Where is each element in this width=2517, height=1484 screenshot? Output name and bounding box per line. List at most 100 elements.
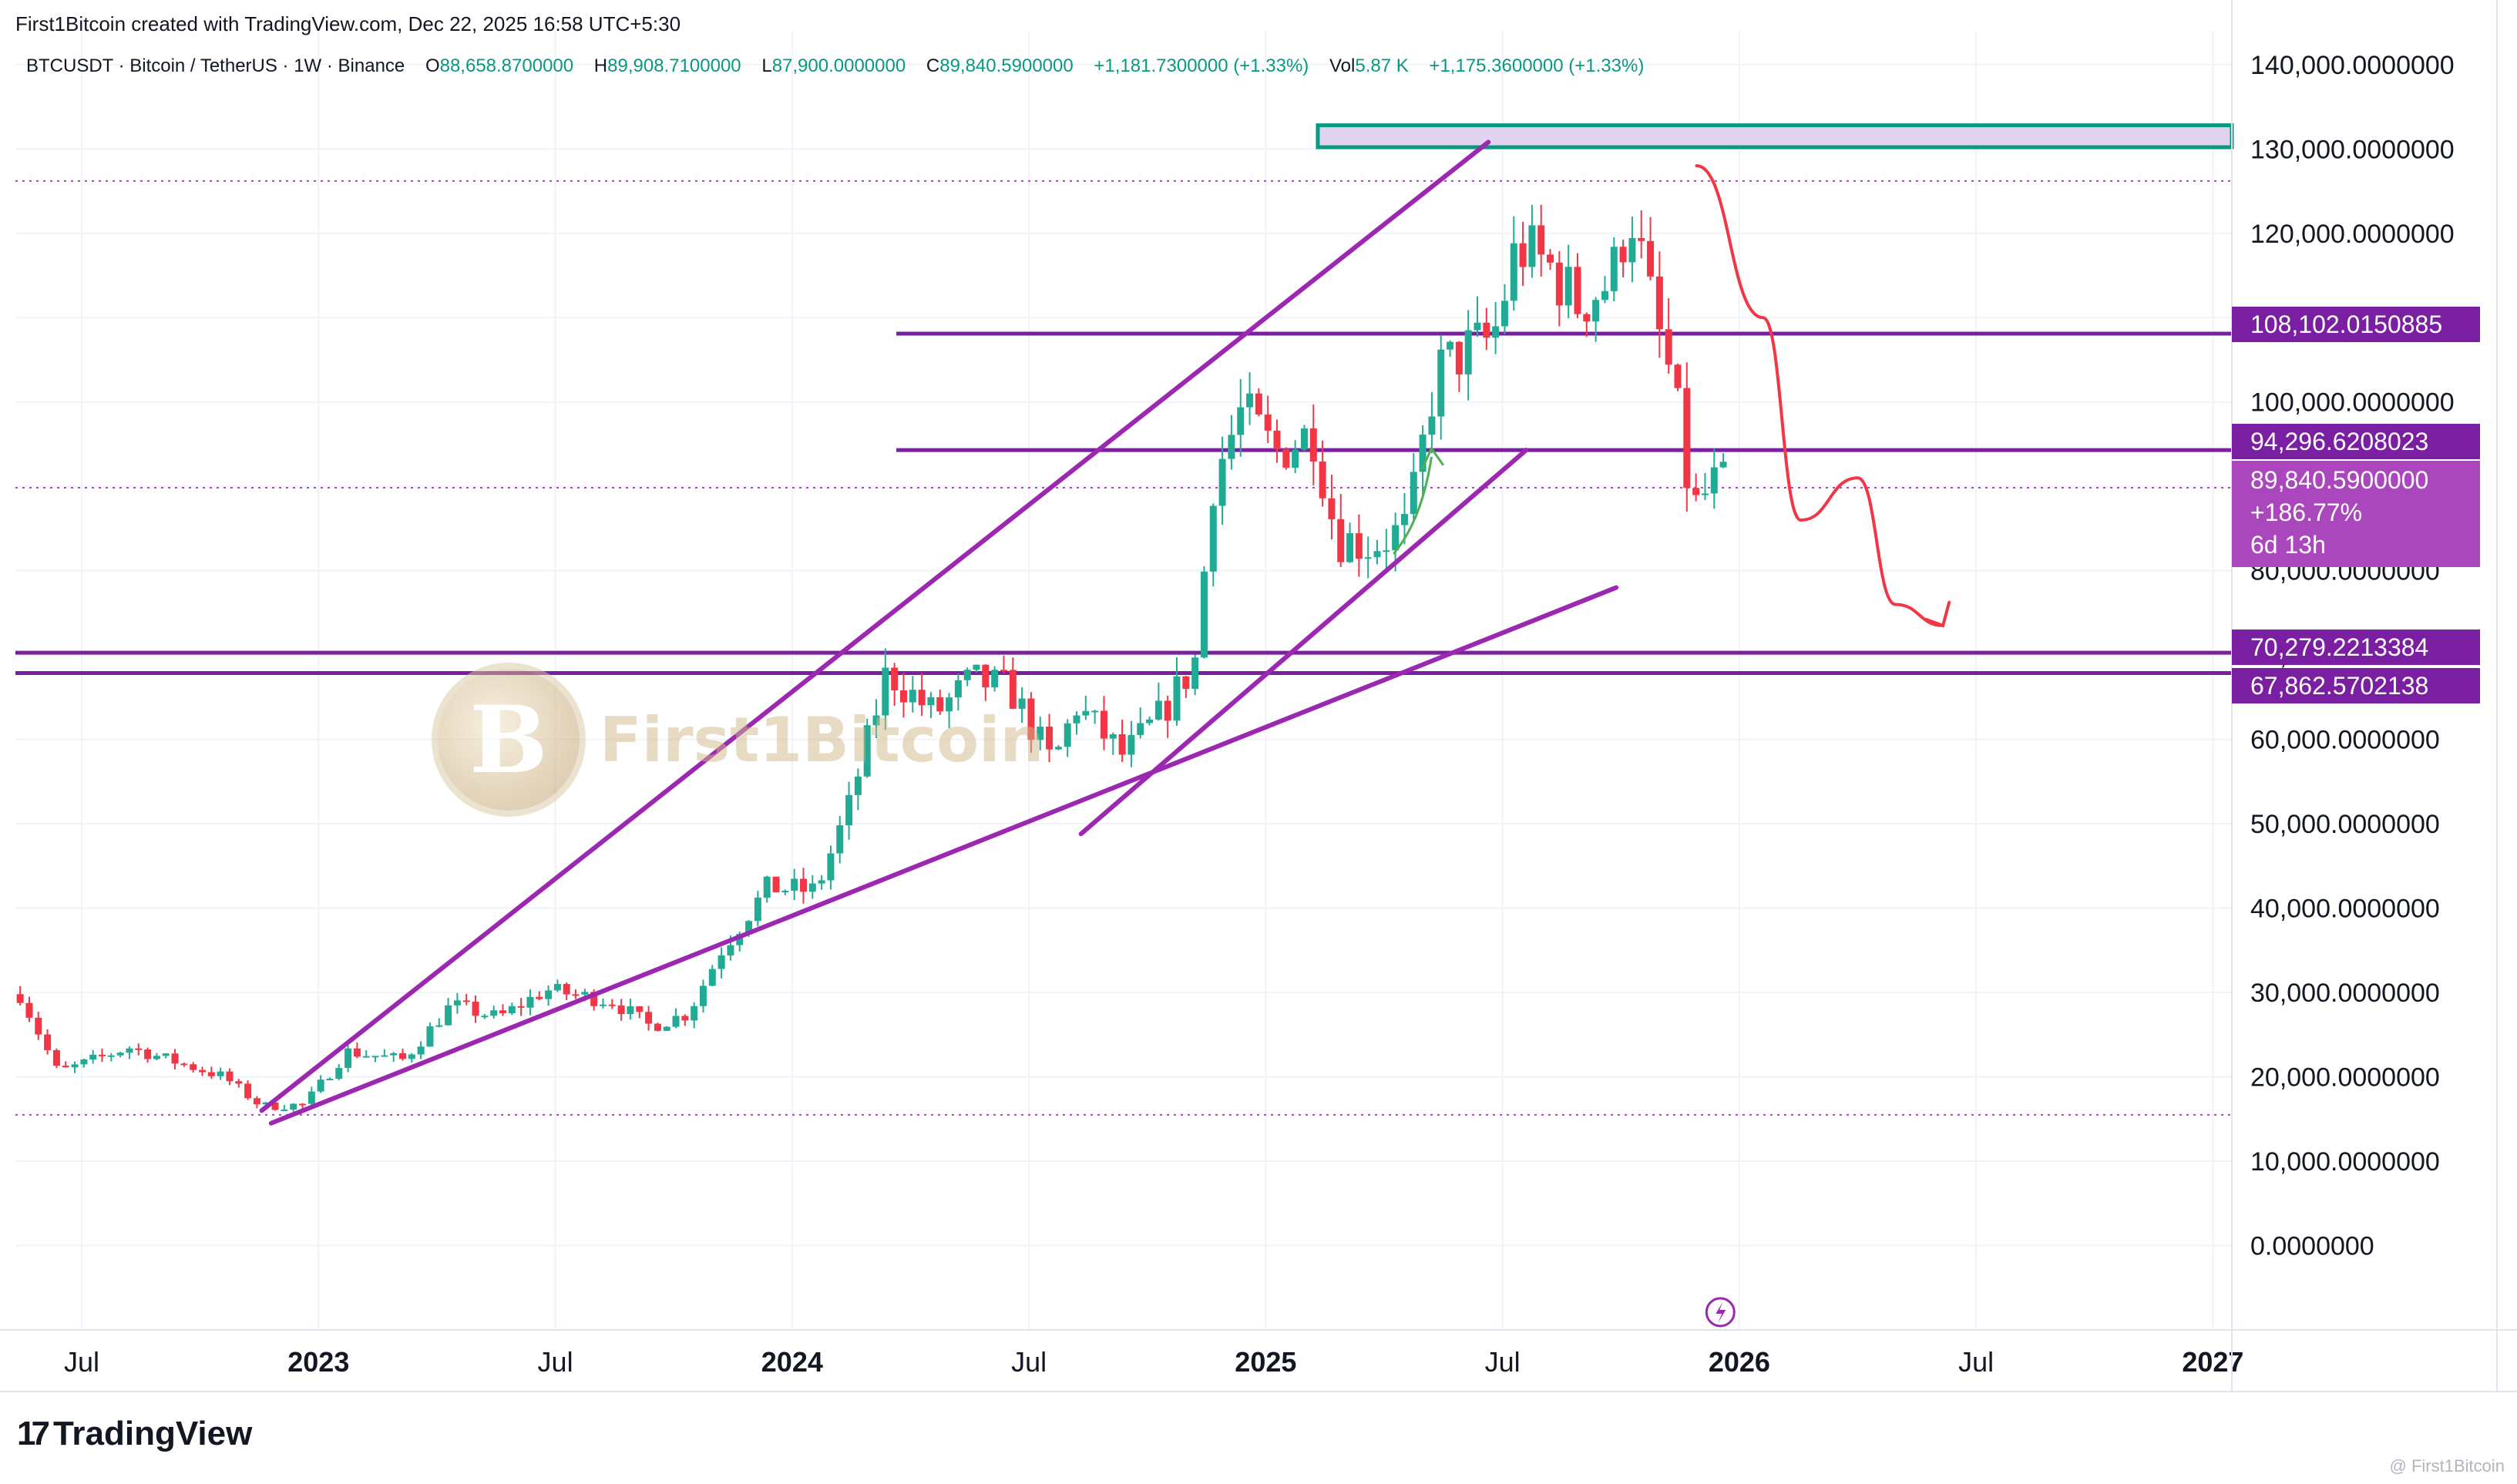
y-tick-label: 140,000.0000000 [2250, 51, 2455, 80]
candle [1228, 415, 1235, 470]
candle [1447, 340, 1454, 358]
candle [1218, 436, 1226, 525]
candle-body [162, 1053, 170, 1056]
candle [244, 1080, 252, 1100]
candle-body [226, 1071, 234, 1082]
candle-body [936, 697, 944, 712]
candle [1692, 473, 1700, 502]
candle-body [1246, 393, 1254, 408]
candle-body [1109, 734, 1117, 739]
footer-credit: @ First1Bitcoin [2389, 1456, 2505, 1476]
green-bounce-arrow [1393, 456, 1433, 555]
candle-body [499, 1010, 506, 1014]
candle [553, 979, 561, 992]
candle-body [808, 883, 816, 892]
candle [717, 947, 725, 979]
candle [563, 982, 570, 1001]
candle [1483, 307, 1490, 351]
candle [1046, 713, 1054, 763]
close-label: C [926, 55, 940, 76]
candle-body [1619, 247, 1627, 263]
trendline [268, 585, 1619, 1126]
candle [35, 1012, 42, 1040]
candle-body [863, 725, 871, 777]
target-zone [1316, 123, 2234, 149]
candle [954, 673, 962, 711]
candle-body [71, 1064, 79, 1068]
candle-body [772, 876, 780, 893]
candle [617, 999, 625, 1021]
candle [1528, 205, 1536, 278]
projection-arrow-head [1924, 600, 1951, 628]
low-label: L [761, 55, 772, 76]
candle [217, 1067, 224, 1080]
candle-body [1592, 300, 1600, 322]
x-tick-label: Jul [1958, 1346, 1994, 1378]
candle-body [1127, 734, 1135, 755]
candle [290, 1103, 297, 1112]
candle [608, 999, 616, 1009]
candle [52, 1048, 60, 1069]
candle-body [508, 1006, 516, 1014]
candle-body [353, 1048, 361, 1057]
candle-body [99, 1054, 106, 1056]
candle [1054, 744, 1062, 750]
candle [627, 999, 634, 1020]
candle-body [1601, 290, 1608, 300]
candle [1619, 240, 1627, 277]
projection-arrow [1695, 164, 1951, 628]
candle [1474, 296, 1481, 337]
y-tick-label: 100,000.0000000 [2250, 388, 2455, 418]
high-value: 89,908.7100000 [607, 55, 741, 76]
tradingview-logo[interactable]: 17 TradingView [17, 1415, 252, 1453]
candle-body [1082, 710, 1090, 716]
candle-body [636, 1006, 644, 1012]
candle-body [1173, 676, 1181, 721]
candle-body [1037, 727, 1044, 740]
candle [936, 690, 944, 715]
open-value: 88,658.8700000 [439, 55, 574, 76]
candle-body [417, 1046, 425, 1055]
level-tag-r1: 108,102.0150885 [2232, 307, 2480, 342]
x-tick-label: 2025 [1235, 1346, 1296, 1378]
candle [645, 1006, 653, 1031]
x-tick-label: 2023 [287, 1346, 349, 1378]
candle-body [1537, 225, 1545, 255]
candle [1610, 237, 1618, 302]
candle [1547, 249, 1554, 270]
candle-body [617, 1005, 625, 1015]
candle-body [1373, 551, 1381, 558]
candle-body [946, 697, 953, 712]
symbol-info: BTCUSDT · Bitcoin / TetherUS · 1W · Bina… [26, 55, 1644, 77]
green-arrow-head [1420, 445, 1445, 470]
candle-body [909, 690, 916, 703]
candle-body [271, 1102, 279, 1110]
candle-body [1710, 467, 1718, 494]
candle-body [1492, 326, 1500, 338]
vol-change-value: +1,175.3600000 (+1.33%) [1429, 55, 1645, 76]
candle-body [244, 1083, 252, 1099]
candle-body [872, 715, 880, 726]
candle-body [982, 664, 990, 688]
candle-body [298, 1103, 306, 1106]
candle-body [126, 1048, 133, 1053]
candle [180, 1063, 188, 1067]
candle-body [16, 994, 24, 1003]
close-value: 89,840.5900000 [939, 55, 1074, 76]
candle-body [691, 1006, 698, 1021]
candle-body [25, 1002, 33, 1018]
candle-body [1665, 329, 1672, 365]
candle [918, 673, 926, 717]
axes: 140,000.0000000 130,000.0000000 120,000.00… [0, 0, 2517, 1392]
candle-body [1474, 322, 1481, 331]
candle [872, 699, 880, 739]
candle [536, 991, 543, 1001]
candle [508, 1002, 516, 1016]
candle [80, 1059, 88, 1068]
candle-body [1364, 557, 1372, 559]
candle-body [44, 1034, 52, 1050]
candle-body [991, 670, 999, 688]
candle-body [52, 1049, 60, 1066]
candle-body [1164, 700, 1171, 721]
